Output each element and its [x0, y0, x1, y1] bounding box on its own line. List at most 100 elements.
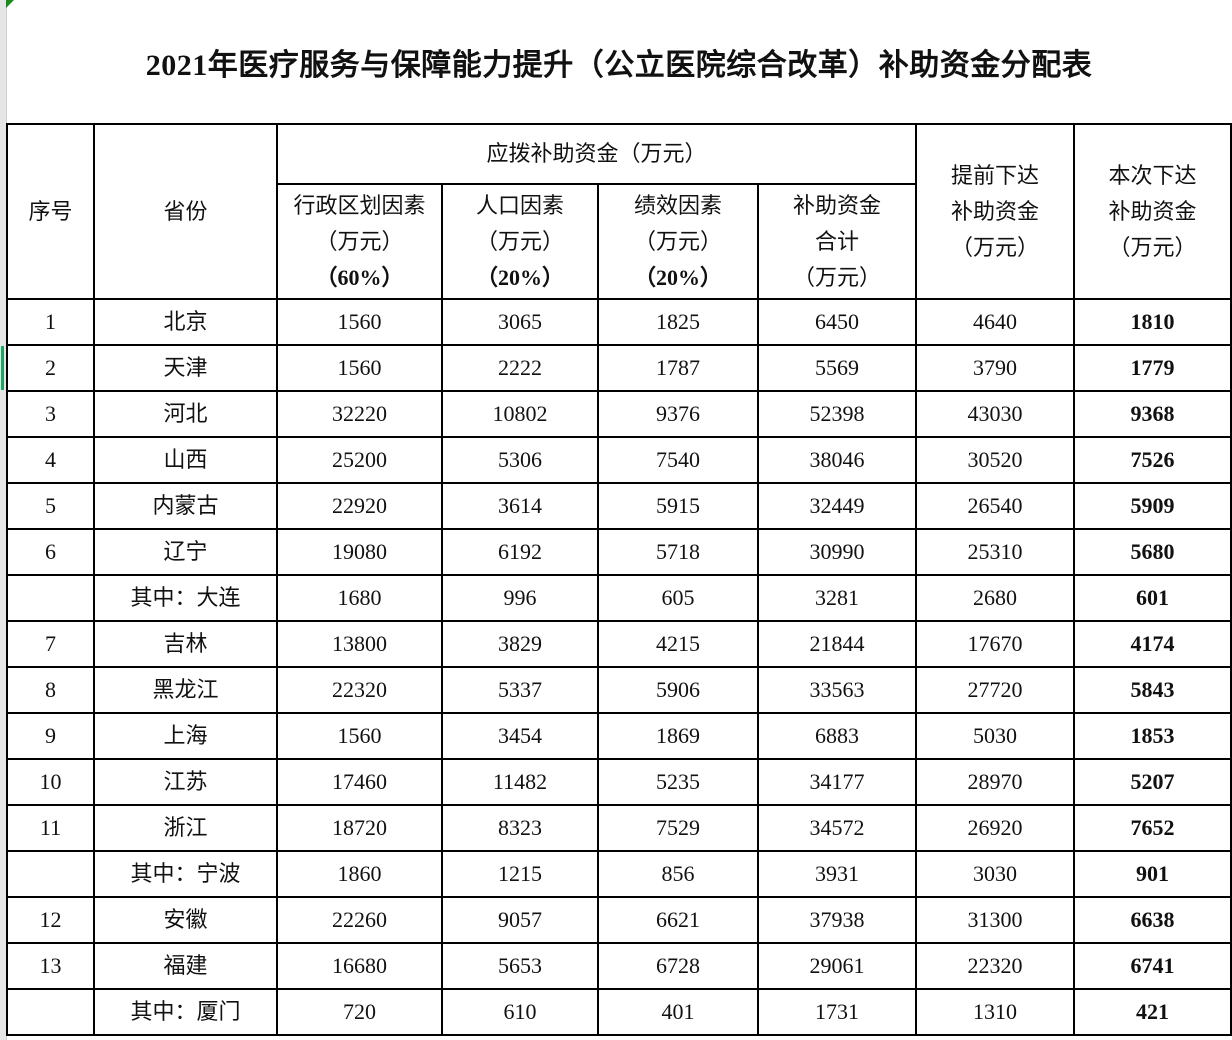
cell-advance[interactable]: 31300: [915, 896, 1075, 944]
cell-admin[interactable]: 1860: [276, 850, 443, 898]
cell-advance[interactable]: 5030: [915, 712, 1075, 760]
cell-seq[interactable]: 1: [6, 298, 95, 346]
cell-total[interactable]: 38046: [757, 436, 917, 484]
cell-advance[interactable]: 25310: [915, 528, 1075, 576]
cell-population[interactable]: 3829: [441, 620, 599, 668]
cell-seq[interactable]: [6, 988, 95, 1036]
cell-province[interactable]: 山西: [93, 436, 278, 484]
cell-advance[interactable]: 43030: [915, 390, 1075, 438]
cell-total[interactable]: 34177: [757, 758, 917, 806]
cell-admin[interactable]: 22260: [276, 896, 443, 944]
cell-admin[interactable]: 32220: [276, 390, 443, 438]
cell-seq[interactable]: 8: [6, 666, 95, 714]
cell-advance[interactable]: 17670: [915, 620, 1075, 668]
cell-province[interactable]: 天津: [93, 344, 278, 392]
cell-population[interactable]: 3614: [441, 482, 599, 530]
cell-current[interactable]: 5680: [1073, 528, 1232, 576]
cell-province[interactable]: 吉林: [93, 620, 278, 668]
cell-total[interactable]: 21844: [757, 620, 917, 668]
cell-performance[interactable]: 5235: [597, 758, 759, 806]
cell-seq[interactable]: 7: [6, 620, 95, 668]
cell-seq[interactable]: 9: [6, 712, 95, 760]
cell-admin[interactable]: 22920: [276, 482, 443, 530]
cell-province[interactable]: 其中：厦门: [93, 988, 278, 1036]
cell-population[interactable]: 1215: [441, 850, 599, 898]
cell-performance[interactable]: 1869: [597, 712, 759, 760]
cell-admin[interactable]: 19080: [276, 528, 443, 576]
cell-admin[interactable]: 720: [276, 988, 443, 1036]
cell-advance[interactable]: 2680: [915, 574, 1075, 622]
cell-current[interactable]: 901: [1073, 850, 1232, 898]
cell-seq[interactable]: [6, 850, 95, 898]
cell-advance[interactable]: 1310: [915, 988, 1075, 1036]
cell-advance[interactable]: 3790: [915, 344, 1075, 392]
cell-population[interactable]: 8323: [441, 804, 599, 852]
cell-performance[interactable]: 5906: [597, 666, 759, 714]
cell-total[interactable]: 5569: [757, 344, 917, 392]
cell-admin[interactable]: 22320: [276, 666, 443, 714]
cell-total[interactable]: 37938: [757, 896, 917, 944]
cell-seq[interactable]: [6, 574, 95, 622]
cell-total[interactable]: 3281: [757, 574, 917, 622]
cell-seq[interactable]: 12: [6, 896, 95, 944]
cell-current[interactable]: 1853: [1073, 712, 1232, 760]
cell-admin[interactable]: 1560: [276, 344, 443, 392]
cell-population[interactable]: 5653: [441, 942, 599, 990]
cell-current[interactable]: 6741: [1073, 942, 1232, 990]
cell-advance[interactable]: 26540: [915, 482, 1075, 530]
cell-population[interactable]: 5306: [441, 436, 599, 484]
select-all-corner[interactable]: [6, 0, 14, 8]
cell-advance[interactable]: 26920: [915, 804, 1075, 852]
cell-current[interactable]: 5909: [1073, 482, 1232, 530]
cell-total[interactable]: 6450: [757, 298, 917, 346]
cell-province[interactable]: 浙江: [93, 804, 278, 852]
cell-advance[interactable]: 22320: [915, 942, 1075, 990]
cell-advance[interactable]: 28970: [915, 758, 1075, 806]
cell-performance[interactable]: 605: [597, 574, 759, 622]
cell-province[interactable]: 福建: [93, 942, 278, 990]
cell-current[interactable]: 5207: [1073, 758, 1232, 806]
cell-advance[interactable]: 3030: [915, 850, 1075, 898]
cell-province[interactable]: 其中：大连: [93, 574, 278, 622]
cell-seq[interactable]: 10: [6, 758, 95, 806]
cell-province[interactable]: 内蒙古: [93, 482, 278, 530]
cell-province[interactable]: 黑龙江: [93, 666, 278, 714]
cell-current[interactable]: 7652: [1073, 804, 1232, 852]
cell-performance[interactable]: 5718: [597, 528, 759, 576]
cell-current[interactable]: 5843: [1073, 666, 1232, 714]
cell-performance[interactable]: 9376: [597, 390, 759, 438]
cell-performance[interactable]: 1825: [597, 298, 759, 346]
cell-total[interactable]: 52398: [757, 390, 917, 438]
cell-performance[interactable]: 401: [597, 988, 759, 1036]
cell-seq[interactable]: 2: [6, 344, 95, 392]
cell-total[interactable]: 34572: [757, 804, 917, 852]
cell-province[interactable]: 河北: [93, 390, 278, 438]
cell-population[interactable]: 2222: [441, 344, 599, 392]
cell-current[interactable]: 1810: [1073, 298, 1232, 346]
cell-seq[interactable]: 11: [6, 804, 95, 852]
cell-performance[interactable]: 7540: [597, 436, 759, 484]
cell-performance[interactable]: 5915: [597, 482, 759, 530]
cell-performance[interactable]: 4215: [597, 620, 759, 668]
cell-total[interactable]: 29061: [757, 942, 917, 990]
cell-population[interactable]: 3454: [441, 712, 599, 760]
cell-performance[interactable]: 7529: [597, 804, 759, 852]
cell-total[interactable]: 32449: [757, 482, 917, 530]
cell-population[interactable]: 11482: [441, 758, 599, 806]
cell-advance[interactable]: 27720: [915, 666, 1075, 714]
cell-performance[interactable]: 1787: [597, 344, 759, 392]
cell-population[interactable]: 10802: [441, 390, 599, 438]
cell-admin[interactable]: 16680: [276, 942, 443, 990]
cell-population[interactable]: 9057: [441, 896, 599, 944]
cell-seq[interactable]: 13: [6, 942, 95, 990]
cell-advance[interactable]: 4640: [915, 298, 1075, 346]
cell-advance[interactable]: 30520: [915, 436, 1075, 484]
cell-province[interactable]: 辽宁: [93, 528, 278, 576]
cell-admin[interactable]: 1560: [276, 298, 443, 346]
cell-total[interactable]: 6883: [757, 712, 917, 760]
cell-population[interactable]: 3065: [441, 298, 599, 346]
cell-admin[interactable]: 1560: [276, 712, 443, 760]
cell-province[interactable]: 江苏: [93, 758, 278, 806]
cell-current[interactable]: 601: [1073, 574, 1232, 622]
cell-admin[interactable]: 13800: [276, 620, 443, 668]
